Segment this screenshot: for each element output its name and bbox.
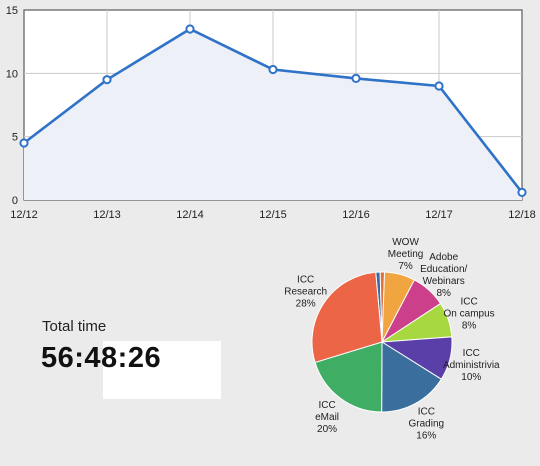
pie-chart: WOW Meeting 7%Adobe Education/Webinars 8%ICC…	[284, 237, 500, 442]
data-point	[268, 64, 278, 75]
pie-labels: WOW Meeting 7%Adobe Education/Webinars 8%ICC…	[284, 237, 500, 442]
data-point	[517, 187, 527, 197]
data-point	[351, 73, 361, 84]
pie-slices	[311, 271, 453, 413]
x-tick-label: 12/16	[342, 209, 370, 221]
pie-slice-label: Adobe Education/Webinars 8%	[420, 252, 467, 299]
pie-slice-label: ICC On campus 8%	[444, 296, 495, 331]
total-time-label: Total time	[42, 318, 107, 335]
pie-slice-label: ICC eMail 20%	[315, 400, 339, 435]
total-time-value: 56:48:26	[41, 342, 162, 374]
x-tick-label: 12/17	[425, 209, 453, 221]
x-tick-label: 12/14	[176, 209, 204, 221]
y-axis: 0 5 10 15	[6, 5, 18, 207]
x-tick-label: 12/13	[93, 209, 121, 221]
pie-slice	[381, 341, 442, 413]
y-tick-label: 10	[6, 68, 18, 80]
pie-slice	[311, 271, 383, 364]
data-point	[19, 138, 29, 148]
pie-slice	[314, 341, 383, 413]
data-point	[102, 75, 112, 85]
pie-slice-label: WOW Meeting 7%	[388, 237, 424, 272]
pie-slice-label: ICC Administrivia 10%	[443, 348, 500, 383]
x-tick-label: 12/12	[10, 209, 38, 221]
x-tick-label: 12/18	[508, 209, 536, 221]
series-area	[24, 29, 522, 200]
data-points	[19, 24, 527, 197]
y-tick-label: 0	[12, 195, 18, 207]
pie-slice-label: ICC Research 28%	[284, 275, 327, 310]
pie-slice-label: ICC Grading 16%	[409, 407, 445, 442]
y-tick-label: 15	[6, 5, 18, 17]
data-point	[185, 24, 195, 34]
data-point	[434, 81, 444, 91]
x-tick-label: 12/15	[259, 209, 287, 221]
x-axis: 12/12 12/13 12/14 12/15 12/16 12/17 12/18	[10, 209, 536, 221]
total-time-panel	[103, 341, 221, 399]
y-tick-label: 5	[12, 132, 18, 144]
